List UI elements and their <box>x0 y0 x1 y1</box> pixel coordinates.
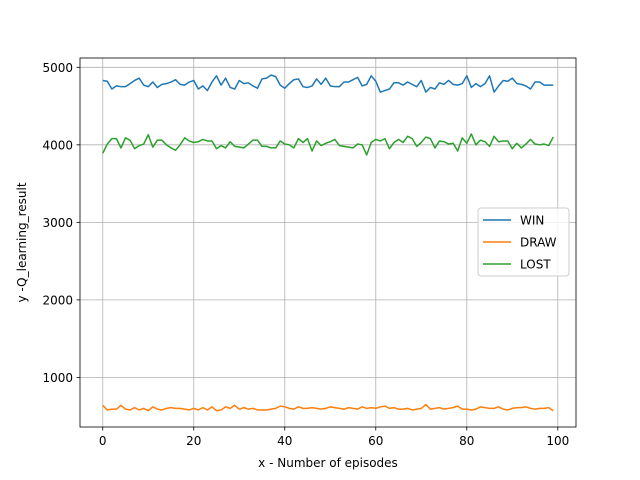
y-axis-label: y -Q_learning_result <box>15 182 29 302</box>
legend-label-win: WIN <box>520 214 544 228</box>
series-line-lost <box>102 133 554 156</box>
x-tick-label: 20 <box>186 434 201 448</box>
series-line-draw <box>102 403 554 412</box>
y-tick-label: 3000 <box>42 216 73 230</box>
axis-ticks: 0 20 40 60 80 100 1000 2000 3000 4000 5000 <box>42 61 569 448</box>
x-tick-label: 40 <box>277 434 292 448</box>
y-tick-label: 5000 <box>42 61 73 75</box>
legend: WIN DRAW LOST <box>477 207 570 277</box>
y-tick-label: 2000 <box>42 293 73 307</box>
y-tick-label: 1000 <box>42 371 73 385</box>
x-tick-label: 80 <box>459 434 474 448</box>
plot-frame <box>79 57 577 428</box>
x-tick-label: 60 <box>368 434 383 448</box>
grid-lines <box>80 58 576 427</box>
x-axis-label: x - Number of episodes <box>258 456 398 470</box>
series-lines <box>102 74 554 412</box>
series-line-win <box>102 74 554 93</box>
legend-box <box>477 207 570 277</box>
x-tick-label: 100 <box>546 434 569 448</box>
y-tick-label: 4000 <box>42 138 73 152</box>
x-tick-label: 0 <box>99 434 107 448</box>
legend-label-lost: LOST <box>520 258 551 272</box>
legend-label-draw: DRAW <box>520 236 557 250</box>
